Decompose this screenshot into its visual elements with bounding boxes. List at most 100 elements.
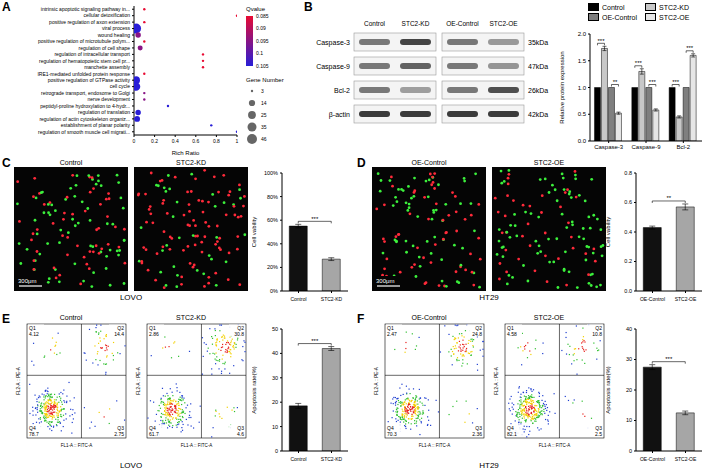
svg-text:10: 10 bbox=[626, 417, 632, 423]
svg-text:10.8: 10.8 bbox=[592, 331, 602, 337]
svg-text:1.0: 1.0 bbox=[578, 85, 587, 91]
svg-text:0.0: 0.0 bbox=[578, 138, 587, 144]
svg-text:0.4: 0.4 bbox=[172, 138, 179, 144]
svg-text:positive regulation of axon ex: positive regulation of axon extension bbox=[49, 19, 130, 25]
svg-text:0%: 0% bbox=[270, 288, 278, 294]
svg-text:regulation of hematopoietic st: regulation of hematopoietic stem cell pr… bbox=[39, 58, 130, 64]
svg-text:0.095: 0.095 bbox=[256, 38, 269, 44]
svg-text:**: ** bbox=[666, 195, 671, 201]
svg-text:0.4: 0.4 bbox=[624, 229, 632, 235]
svg-text:FL1-A :: FITC-A: FL1-A :: FITC-A bbox=[419, 443, 451, 448]
svg-text:***: *** bbox=[649, 79, 657, 85]
svg-text:regulation of smooth muscle ce: regulation of smooth muscle cell migrati… bbox=[38, 129, 130, 135]
svg-text:4.12: 4.12 bbox=[29, 331, 39, 337]
svg-text:STC2-KD: STC2-KD bbox=[402, 20, 430, 27]
svg-text:0.8: 0.8 bbox=[213, 138, 220, 144]
svg-text:30: 30 bbox=[626, 356, 632, 362]
svg-text:***: *** bbox=[672, 79, 680, 85]
svg-text:4.58: 4.58 bbox=[507, 331, 517, 337]
svg-text:2.36: 2.36 bbox=[472, 431, 482, 437]
svg-text:100%: 100% bbox=[264, 170, 278, 176]
svg-text:24.8: 24.8 bbox=[472, 331, 482, 337]
svg-text:***: *** bbox=[597, 38, 605, 44]
svg-text:2.0: 2.0 bbox=[578, 31, 587, 37]
svg-text:0.8: 0.8 bbox=[624, 170, 632, 176]
svg-text:61.7: 61.7 bbox=[149, 431, 159, 437]
svg-text:Control: Control bbox=[290, 296, 306, 302]
svg-text:1.5: 1.5 bbox=[578, 58, 587, 64]
svg-text:25: 25 bbox=[261, 112, 267, 118]
svg-text:40: 40 bbox=[626, 326, 632, 332]
svg-text:35kDa: 35kDa bbox=[528, 39, 548, 46]
svg-text:70.3: 70.3 bbox=[387, 431, 397, 437]
svg-text:regulation of actin cytoskelet: regulation of actin cytoskeleton organiz… bbox=[39, 116, 130, 122]
svg-text:positive regulation of microtu: positive regulation of microtubule polym… bbox=[38, 38, 130, 44]
svg-text:20: 20 bbox=[626, 387, 632, 393]
svg-text:82.1: 82.1 bbox=[507, 431, 517, 437]
svg-text:retrograde transport, endosome: retrograde transport, endosome to Golgi bbox=[41, 90, 130, 96]
svg-text:4.6: 4.6 bbox=[237, 431, 244, 437]
svg-text:peptidyl-proline hydroxylation: peptidyl-proline hydroxylation to 4-hydr… bbox=[40, 103, 130, 109]
svg-text:nerve development: nerve development bbox=[87, 96, 130, 102]
svg-text:***: *** bbox=[665, 356, 673, 362]
svg-text:regulation of cell shape: regulation of cell shape bbox=[79, 45, 131, 51]
svg-text:78.7: 78.7 bbox=[29, 431, 39, 437]
svg-text:OE-Control: OE-Control bbox=[640, 296, 665, 302]
svg-text:80%: 80% bbox=[267, 194, 278, 200]
svg-text:manchette assembly: manchette assembly bbox=[84, 64, 130, 70]
svg-text:0.6: 0.6 bbox=[192, 138, 199, 144]
svg-text:20%: 20% bbox=[267, 264, 278, 270]
svg-text:Apoptosis rate(%): Apoptosis rate(%) bbox=[252, 366, 257, 414]
svg-text:2.86: 2.86 bbox=[149, 331, 159, 337]
svg-text:***: *** bbox=[311, 216, 319, 222]
svg-text:60%: 60% bbox=[267, 217, 278, 223]
svg-text:Cell vability: Cell vability bbox=[606, 217, 611, 247]
svg-text:Rich Ratio: Rich Ratio bbox=[172, 150, 200, 155]
svg-text:FL1-A :: FITC-A: FL1-A :: FITC-A bbox=[539, 443, 571, 448]
svg-text:OE-Control: OE-Control bbox=[446, 20, 479, 27]
svg-text:2.5: 2.5 bbox=[595, 431, 602, 437]
svg-text:Caspase-3: Caspase-3 bbox=[594, 144, 624, 150]
svg-text:regulation of intracellular tr: regulation of intracellular transport bbox=[54, 51, 130, 57]
svg-text:Bcl-2: Bcl-2 bbox=[334, 87, 350, 94]
svg-text:FL2-A :: PE-A: FL2-A :: PE-A bbox=[136, 367, 141, 395]
svg-text:14.4: 14.4 bbox=[114, 331, 124, 337]
svg-text:40%: 40% bbox=[267, 241, 278, 247]
svg-text:STC2-OE: STC2-OE bbox=[675, 456, 697, 462]
svg-text:***: *** bbox=[686, 45, 694, 51]
svg-text:0.09: 0.09 bbox=[256, 25, 266, 31]
svg-text:FL2-A :: PE-A: FL2-A :: PE-A bbox=[494, 367, 499, 395]
svg-text:0.0: 0.0 bbox=[624, 288, 632, 294]
svg-text:establishment of planar polari: establishment of planar polarity bbox=[61, 122, 131, 128]
svg-text:0.1: 0.1 bbox=[256, 50, 263, 56]
svg-text:β-actin: β-actin bbox=[329, 111, 350, 119]
svg-text:0.2: 0.2 bbox=[151, 138, 158, 144]
svg-text:300μm: 300μm bbox=[376, 278, 394, 284]
svg-text:Qvalue: Qvalue bbox=[246, 6, 266, 12]
svg-text:FL1-A :: FITC-A: FL1-A :: FITC-A bbox=[61, 443, 93, 448]
svg-text:STC2-KD: STC2-KD bbox=[321, 296, 343, 302]
svg-text:Control: Control bbox=[290, 456, 306, 462]
svg-text:3: 3 bbox=[261, 88, 264, 94]
svg-text:Cell vability: Cell vability bbox=[252, 217, 257, 247]
svg-text:0.2: 0.2 bbox=[624, 258, 632, 264]
svg-text:Caspase-9: Caspase-9 bbox=[316, 63, 350, 71]
svg-text:cell cycle: cell cycle bbox=[110, 83, 131, 89]
svg-text:Bcl-2: Bcl-2 bbox=[676, 144, 690, 150]
svg-text:positive regulation of GTPase: positive regulation of GTPase activity bbox=[48, 77, 131, 83]
svg-text:0: 0 bbox=[629, 448, 632, 454]
svg-text:Caspase-3: Caspase-3 bbox=[316, 39, 350, 47]
svg-text:0.105: 0.105 bbox=[256, 63, 269, 69]
svg-text:300μm: 300μm bbox=[18, 278, 36, 284]
svg-text:**: ** bbox=[613, 79, 618, 85]
svg-text:2.47: 2.47 bbox=[387, 331, 397, 337]
svg-text:regulation of translation: regulation of translation bbox=[78, 109, 130, 115]
svg-text:OE-Control: OE-Control bbox=[640, 456, 665, 462]
svg-text:Control: Control bbox=[364, 20, 386, 27]
svg-text:0: 0 bbox=[275, 448, 278, 454]
svg-text:Relative protein expression: Relative protein expression bbox=[559, 51, 565, 123]
svg-text:0.5: 0.5 bbox=[578, 111, 587, 117]
svg-text:46: 46 bbox=[261, 136, 267, 142]
svg-text:Caspase-9: Caspase-9 bbox=[631, 144, 661, 150]
svg-text:14: 14 bbox=[261, 100, 267, 106]
